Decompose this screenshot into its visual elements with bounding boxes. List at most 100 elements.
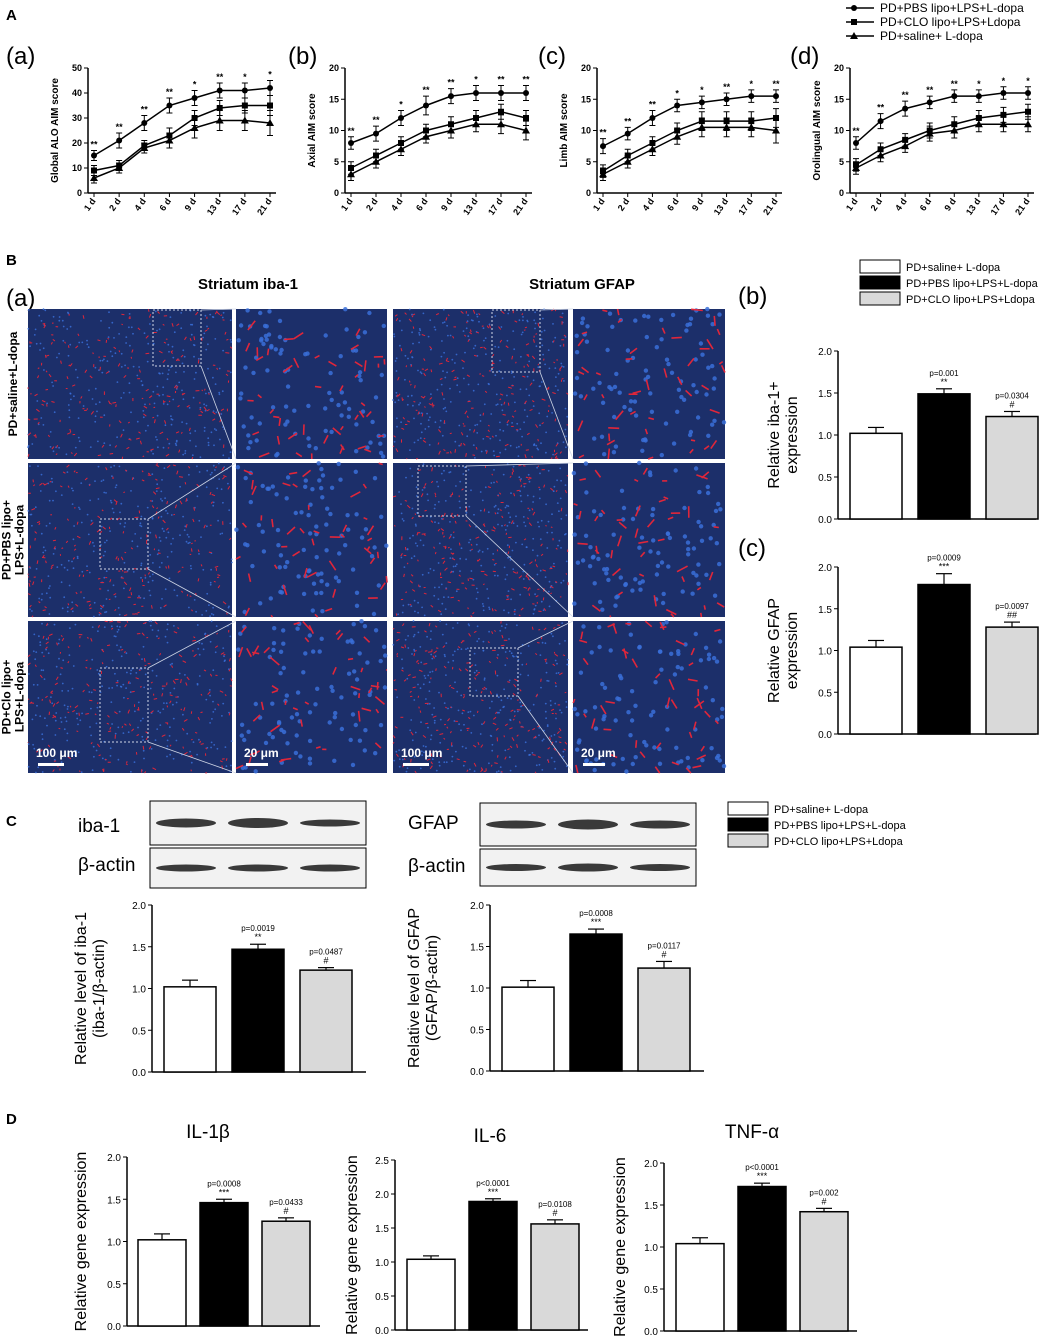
stain-process <box>60 635 63 638</box>
nucleus-dot <box>401 611 404 614</box>
nucleus-dot <box>206 525 208 528</box>
nucleus-dot <box>420 661 423 664</box>
stain-process <box>354 374 359 378</box>
stain-process <box>200 711 203 714</box>
nucleus-dot <box>161 372 164 375</box>
nucleus-dot <box>711 522 716 528</box>
nucleus-dot <box>524 525 527 527</box>
y-tick-label: 0 <box>77 188 82 198</box>
stain-process <box>144 771 147 774</box>
nucleus-dot <box>74 446 77 449</box>
stain-process <box>185 682 188 686</box>
nucleus-dot <box>210 613 213 615</box>
nucleus-dot <box>419 585 421 588</box>
nucleus-dot <box>159 607 162 609</box>
nucleus-dot <box>80 771 83 773</box>
nucleus-dot <box>157 446 159 449</box>
x-tick-label: 17 d <box>486 196 505 216</box>
nucleus-dot <box>173 331 176 334</box>
nucleus-dot <box>473 513 475 516</box>
nucleus-dot <box>699 538 705 543</box>
stain-process <box>180 708 183 711</box>
nucleus-dot <box>62 325 65 328</box>
nucleus-dot <box>400 329 403 332</box>
stain-process <box>653 595 657 607</box>
nucleus-dot <box>328 370 333 376</box>
stain-process <box>550 708 555 712</box>
nucleus-dot <box>40 598 43 601</box>
nucleus-dot <box>481 499 484 502</box>
stain-process <box>461 488 464 491</box>
nucleus-dot <box>101 685 103 688</box>
stain-process <box>496 656 499 659</box>
nucleus-dot <box>532 501 534 503</box>
nucleus-dot <box>624 769 629 774</box>
sub-letter-Aa: (a) <box>6 43 35 70</box>
nucleus-dot <box>41 593 43 595</box>
nucleus-dot <box>236 338 241 343</box>
nucleus-dot <box>103 491 106 494</box>
micrograph-image <box>572 306 727 460</box>
nucleus-dot <box>166 623 169 626</box>
nucleus-dot <box>597 644 602 650</box>
nucleus-dot <box>597 625 602 630</box>
nucleus-dot <box>144 403 146 406</box>
blot-band <box>228 818 288 828</box>
p-value: p=0.002 <box>809 1188 839 1197</box>
nucleus-dot <box>542 738 545 741</box>
stain-process <box>166 464 171 469</box>
stain-process <box>135 677 139 680</box>
stain-process <box>169 744 172 747</box>
nucleus-dot <box>39 349 41 351</box>
stain-process <box>184 751 188 755</box>
nucleus-dot <box>58 446 60 449</box>
nucleus-dot <box>354 512 359 517</box>
nucleus-dot <box>479 414 482 416</box>
nucleus-dot <box>59 673 62 676</box>
stain-process <box>363 360 367 372</box>
nucleus-dot <box>572 601 577 606</box>
nucleus-dot <box>66 610 69 613</box>
nucleus-dot <box>245 308 250 313</box>
nucleus-dot <box>192 396 195 399</box>
stain-process <box>220 652 225 655</box>
stain-process <box>704 710 711 718</box>
nucleus-dot <box>154 739 157 742</box>
nucleus-dot <box>319 590 324 596</box>
nucleus-dot <box>230 558 233 561</box>
stain-process <box>487 424 490 427</box>
nucleus-dot <box>401 658 403 661</box>
stain-process <box>195 311 199 316</box>
nucleus-dot <box>404 354 407 357</box>
nucleus-dot <box>440 383 443 386</box>
nucleus-dot <box>427 419 430 421</box>
stain-process <box>376 681 379 690</box>
significance-mark: # <box>821 1196 826 1206</box>
nucleus-dot <box>497 523 499 526</box>
nucleus-dot <box>165 702 168 705</box>
nucleus-dot <box>365 445 370 450</box>
nucleus-dot <box>542 353 544 356</box>
legend-A-label: PD+CLO lipo+LPS+Ldopa <box>880 15 1021 29</box>
stain-process <box>82 574 85 578</box>
nucleus-dot <box>637 644 642 650</box>
nucleus-dot <box>169 316 172 318</box>
nucleus-dot <box>44 717 46 720</box>
nucleus-dot <box>638 587 643 592</box>
nucleus-dot <box>206 469 209 472</box>
nucleus-dot <box>31 524 33 527</box>
nucleus-dot <box>207 441 210 444</box>
stain-process <box>230 678 233 682</box>
stain-process <box>501 634 504 639</box>
stain-process <box>466 415 469 419</box>
significance-mark: ** <box>723 82 731 92</box>
stain-process <box>284 700 287 705</box>
stain-process <box>473 354 478 357</box>
nucleus-dot <box>111 659 114 662</box>
nucleus-dot <box>41 771 44 773</box>
nucleus-dot <box>526 375 529 378</box>
stain-process <box>579 639 588 644</box>
nucleus-dot <box>71 503 74 505</box>
nucleus-dot <box>289 715 295 720</box>
